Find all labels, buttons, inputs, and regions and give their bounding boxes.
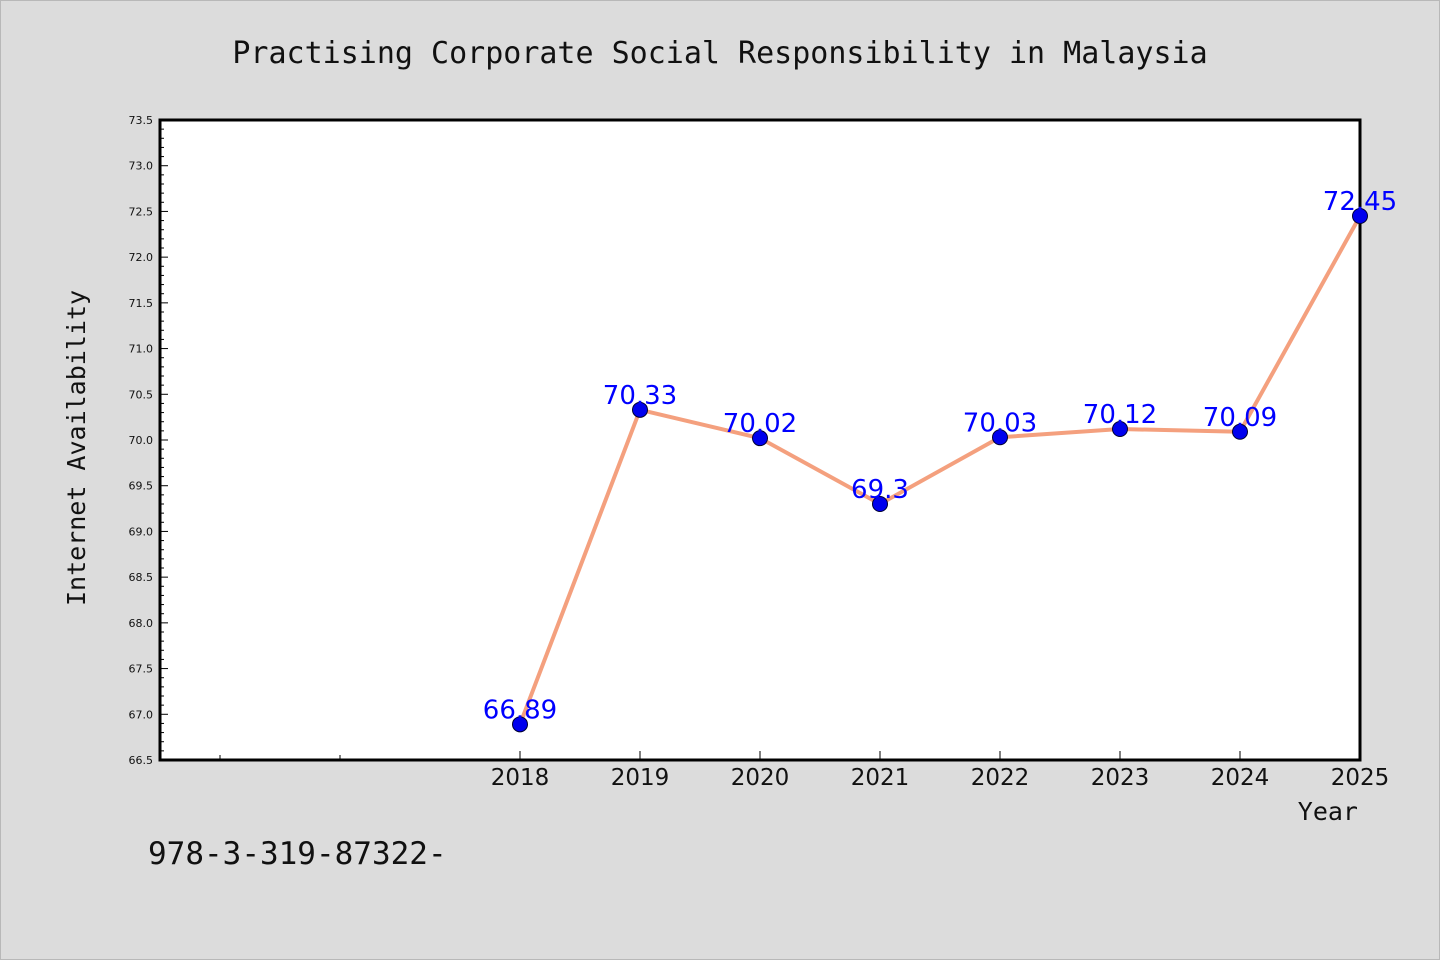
y-tick-label: 72.0 bbox=[129, 251, 154, 264]
x-tick-label: 2021 bbox=[851, 765, 910, 791]
data-labels: 66.89 70.33 70.02 69.3 70.03 70.12 70.09 72.45 bbox=[483, 187, 1397, 725]
chart-title: Practising Corporate Social Responsibili… bbox=[232, 36, 1207, 71]
x-tick-label: 2022 bbox=[971, 765, 1030, 791]
y-tick-label: 69.5 bbox=[129, 480, 154, 493]
data-label: 70.03 bbox=[963, 408, 1037, 438]
y-tick-label: 71.0 bbox=[129, 343, 154, 356]
data-label: 70.33 bbox=[603, 381, 677, 411]
data-point bbox=[632, 401, 648, 418]
data-label: 72.45 bbox=[1323, 187, 1397, 217]
y-tick-label: 68.0 bbox=[129, 617, 154, 630]
x-tick-label: 2025 bbox=[1331, 765, 1390, 791]
data-point bbox=[872, 496, 888, 512]
data-point bbox=[512, 716, 528, 733]
y-tick-label: 70.0 bbox=[129, 434, 154, 447]
x-axis-label: Year bbox=[1298, 797, 1358, 826]
x-tick-label: 2018 bbox=[491, 765, 550, 791]
data-label: 70.09 bbox=[1203, 403, 1277, 433]
y-tick-label: 66.5 bbox=[129, 754, 154, 767]
y-tick-label: 68.5 bbox=[129, 571, 154, 584]
y-tick-label: 72.5 bbox=[129, 205, 154, 218]
data-label: 70.02 bbox=[723, 409, 797, 439]
y-tick-label: 70.5 bbox=[129, 388, 154, 401]
data-point bbox=[1112, 421, 1128, 438]
y-axis: 66.5 67.0 67.5 68.0 68.5 69.0 69.5 70.0 70.5 71.0… bbox=[129, 114, 168, 767]
y-axis-label: Internet Availability bbox=[62, 290, 91, 606]
x-tick-label: 2024 bbox=[1211, 765, 1270, 791]
data-markers bbox=[512, 208, 1368, 733]
y-tick-label: 69.0 bbox=[129, 525, 154, 538]
data-label: 70.12 bbox=[1083, 400, 1157, 430]
y-tick-label: 71.5 bbox=[129, 297, 154, 310]
data-point bbox=[1352, 208, 1368, 224]
data-point bbox=[752, 430, 768, 447]
data-point bbox=[992, 429, 1008, 446]
y-tick-label: 67.5 bbox=[129, 663, 154, 676]
footer-code: 978-3-319-87322- bbox=[148, 836, 447, 872]
x-tick-label: 2023 bbox=[1091, 765, 1150, 791]
y-tick-label: 67.0 bbox=[129, 708, 154, 721]
data-point bbox=[1232, 423, 1248, 440]
y-tick-label: 73.5 bbox=[129, 114, 154, 127]
data-label: 66.89 bbox=[483, 695, 557, 725]
data-label: 69.3 bbox=[851, 475, 909, 505]
series-line bbox=[518, 215, 1362, 726]
plot-area bbox=[158, 118, 1362, 762]
x-tick-label: 2019 bbox=[611, 765, 670, 791]
y-tick-label: 73.0 bbox=[129, 160, 154, 173]
x-tick-label: 2020 bbox=[731, 765, 790, 791]
x-axis: 2018 2019 2020 2021 2022 2023 2024 2025 bbox=[219, 751, 1390, 791]
